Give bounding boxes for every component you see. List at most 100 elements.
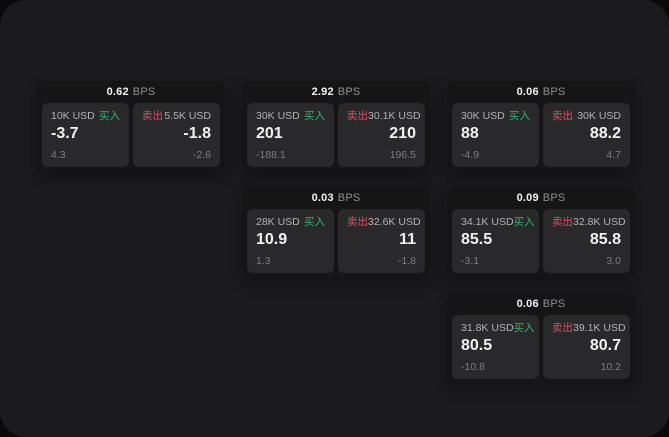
buy-delta-value: -10.8: [461, 361, 485, 373]
sell-notional-label: 30.1K USD: [368, 110, 421, 122]
buy-price-value: 10.9: [256, 231, 288, 248]
bps-value: 0.06: [516, 298, 539, 310]
bps-value: 0.06: [516, 86, 539, 98]
buy-panel-labels: 34.1K USD 买入: [461, 216, 535, 228]
buy-side-label: 买入: [304, 110, 325, 122]
sell-panel-labels: 卖出 5.5K USD: [142, 110, 211, 122]
quote-card-body: 30K USD 买入 201 -188.1 卖出 30.1K USD 210 1…: [242, 103, 430, 172]
sell-delta-value: 196.5: [389, 149, 416, 161]
sell-notional-label: 30K USD: [577, 110, 621, 122]
quote-card: 2.92 BPS 30K USD 买入 201 -188.1 卖出 30.1K …: [242, 81, 430, 172]
quote-grid: 0.62 BPS 10K USD 买入 -3.7 4.3 卖出 5.5K USD…: [37, 81, 635, 384]
bps-unit-label: BPS: [337, 192, 361, 204]
sell-panel-labels: 卖出 30K USD: [552, 110, 621, 122]
sell-quote-panel[interactable]: 卖出 30.1K USD 210 196.5: [338, 103, 425, 167]
quote-card-body: 28K USD 买入 10.9 1.3 卖出 32.6K USD 11 -1.8: [242, 209, 430, 278]
quote-card-body: 31.8K USD 买入 80.5 -10.8 卖出 39.1K USD 80.…: [447, 315, 635, 384]
sell-side-label: 卖出: [552, 216, 573, 228]
buy-notional-label: 30K USD: [256, 110, 300, 122]
sell-quote-panel[interactable]: 卖出 5.5K USD -1.8 -2.6: [133, 103, 220, 167]
bps-unit-label: BPS: [542, 298, 566, 310]
sell-side-label: 卖出: [552, 110, 573, 122]
sell-panel-labels: 卖出 30.1K USD: [347, 110, 421, 122]
buy-price-value: 88: [461, 125, 479, 142]
quote-card-body: 10K USD 买入 -3.7 4.3 卖出 5.5K USD -1.8 -2.…: [37, 103, 225, 172]
buy-price-value: 85.5: [461, 231, 493, 248]
buy-quote-panel[interactable]: 34.1K USD 买入 85.5 -3.1: [452, 209, 539, 273]
sell-price-value: 85.8: [589, 231, 621, 248]
buy-delta-value: -3.1: [461, 255, 480, 267]
sell-delta-value: 4.7: [606, 149, 621, 161]
buy-notional-label: 28K USD: [256, 216, 300, 228]
buy-delta-value: -188.1: [256, 149, 286, 161]
quote-card: 0.09 BPS 34.1K USD 买入 85.5 -3.1 卖出 32.8K…: [447, 187, 635, 278]
buy-delta-value: 4.3: [51, 149, 66, 161]
bps-unit-label: BPS: [337, 86, 361, 98]
buy-side-label: 买入: [513, 322, 535, 334]
sell-notional-label: 39.1K USD: [573, 322, 626, 334]
buy-side-label: 买入: [99, 110, 120, 122]
buy-notional-label: 34.1K USD: [461, 216, 514, 228]
bps-header: 0.06 BPS: [447, 81, 635, 103]
quote-card: 0.06 BPS 31.8K USD 买入 80.5 -10.8 卖出 39.1…: [447, 293, 635, 384]
buy-quote-panel[interactable]: 30K USD 买入 201 -188.1: [247, 103, 334, 167]
sell-side-label: 卖出: [552, 322, 573, 334]
sell-panel-labels: 卖出 39.1K USD: [552, 322, 626, 334]
sell-delta-value: -2.6: [192, 149, 211, 161]
sell-delta-value: 3.0: [606, 255, 621, 267]
sell-panel-labels: 卖出 32.6K USD: [347, 216, 421, 228]
buy-side-label: 买入: [509, 110, 530, 122]
sell-price-value: 80.7: [589, 337, 621, 354]
bps-value: 0.62: [106, 86, 129, 98]
buy-side-label: 买入: [513, 216, 535, 228]
buy-panel-labels: 30K USD 买入: [256, 110, 325, 122]
quote-card: 0.06 BPS 30K USD 买入 88 -4.9 卖出 30K USD 8…: [447, 81, 635, 172]
quote-card-body: 34.1K USD 买入 85.5 -3.1 卖出 32.8K USD 85.8…: [447, 209, 635, 278]
sell-delta-value: -1.8: [397, 255, 416, 267]
sell-notional-label: 32.6K USD: [368, 216, 421, 228]
sell-quote-panel[interactable]: 卖出 32.6K USD 11 -1.8: [338, 209, 425, 273]
sell-panel-labels: 卖出 32.8K USD: [552, 216, 626, 228]
buy-panel-labels: 28K USD 买入: [256, 216, 325, 228]
buy-price-value: 80.5: [461, 337, 493, 354]
buy-notional-label: 10K USD: [51, 110, 95, 122]
bps-value: 0.03: [311, 192, 334, 204]
buy-delta-value: 1.3: [256, 255, 271, 267]
sell-quote-panel[interactable]: 卖出 39.1K USD 80.7 10.2: [543, 315, 630, 379]
bps-header: 0.62 BPS: [37, 81, 225, 103]
sell-price-value: 210: [389, 125, 416, 142]
buy-side-label: 买入: [304, 216, 325, 228]
buy-delta-value: -4.9: [461, 149, 480, 161]
bps-unit-label: BPS: [132, 86, 156, 98]
bps-header: 0.06 BPS: [447, 293, 635, 315]
buy-panel-labels: 10K USD 买入: [51, 110, 120, 122]
buy-quote-panel[interactable]: 10K USD 买入 -3.7 4.3: [42, 103, 129, 167]
buy-notional-label: 31.8K USD: [461, 322, 514, 334]
sell-price-value: 88.2: [589, 125, 621, 142]
buy-quote-panel[interactable]: 31.8K USD 买入 80.5 -10.8: [452, 315, 539, 379]
bps-header: 0.09 BPS: [447, 187, 635, 209]
sell-quote-panel[interactable]: 卖出 32.8K USD 85.8 3.0: [543, 209, 630, 273]
quote-card: 0.03 BPS 28K USD 买入 10.9 1.3 卖出 32.6K US…: [242, 187, 430, 278]
buy-panel-labels: 30K USD 买入: [461, 110, 530, 122]
sell-side-label: 卖出: [347, 110, 368, 122]
bps-header: 0.03 BPS: [242, 187, 430, 209]
sell-side-label: 卖出: [142, 110, 163, 122]
sell-notional-label: 5.5K USD: [164, 110, 211, 122]
sell-quote-panel[interactable]: 卖出 30K USD 88.2 4.7: [543, 103, 630, 167]
bps-value: 2.92: [311, 86, 334, 98]
sell-notional-label: 32.8K USD: [573, 216, 626, 228]
sell-delta-value: 10.2: [600, 361, 621, 373]
sell-price-value: -1.8: [183, 125, 211, 142]
buy-quote-panel[interactable]: 28K USD 买入 10.9 1.3: [247, 209, 334, 273]
bps-header: 2.92 BPS: [242, 81, 430, 103]
sell-side-label: 卖出: [347, 216, 368, 228]
buy-notional-label: 30K USD: [461, 110, 505, 122]
quote-card-body: 30K USD 买入 88 -4.9 卖出 30K USD 88.2 4.7: [447, 103, 635, 172]
bps-value: 0.09: [516, 192, 539, 204]
sell-price-value: 11: [399, 231, 416, 248]
buy-price-value: 201: [256, 125, 283, 142]
bps-unit-label: BPS: [542, 192, 566, 204]
buy-quote-panel[interactable]: 30K USD 买入 88 -4.9: [452, 103, 539, 167]
